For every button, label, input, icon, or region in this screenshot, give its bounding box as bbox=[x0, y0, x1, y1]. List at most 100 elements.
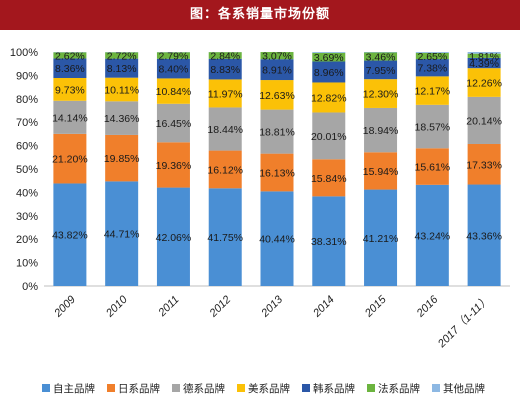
legend-swatch bbox=[302, 384, 310, 392]
bar-segment bbox=[260, 153, 294, 192]
x-tick-label: 2017（1-11） bbox=[434, 293, 492, 351]
data-label: 16.12% bbox=[207, 164, 243, 176]
x-axis: 2009 2010 2011 2012 2013 2014 2015 20162017（1-1… bbox=[52, 293, 493, 351]
y-tick-label: 50% bbox=[16, 164, 38, 176]
data-label: 42.06% bbox=[156, 232, 192, 244]
bar-segment bbox=[53, 77, 87, 101]
bar-segment bbox=[208, 107, 242, 151]
y-tick-label: 10% bbox=[16, 258, 38, 270]
bar-segment bbox=[260, 109, 294, 154]
data-label: 19.36% bbox=[156, 160, 192, 172]
data-label: 16.13% bbox=[259, 167, 295, 179]
bar-segment bbox=[156, 142, 190, 188]
bar-segment bbox=[105, 52, 139, 59]
bar-segment bbox=[364, 60, 398, 80]
data-labels: 43.82% 21.20% 14.14% 9.73% 8.36%2.62% 44.71% 1… bbox=[52, 50, 502, 248]
bar-segment bbox=[156, 78, 190, 104]
bars bbox=[53, 52, 501, 286]
data-label: 18.94% bbox=[363, 125, 399, 137]
bar-segment bbox=[105, 134, 139, 182]
y-axis: 0% 10% 20% 30% 40% 50% 60% 70% 80% 90% 100% bbox=[10, 47, 510, 293]
bar-segment bbox=[156, 187, 190, 286]
data-label: 14.36% bbox=[104, 113, 140, 125]
data-label: 7.95% bbox=[366, 65, 396, 77]
bar-segment bbox=[53, 133, 87, 184]
bar-segment bbox=[415, 52, 449, 53]
bar-segment bbox=[415, 76, 449, 105]
data-label: 20.01% bbox=[311, 131, 347, 143]
y-tick-label: 0% bbox=[22, 281, 38, 293]
bar-segment bbox=[312, 196, 346, 286]
data-label: 11.97% bbox=[208, 88, 243, 100]
legend-label: 德系品牌 bbox=[183, 382, 225, 395]
data-label: 10.11% bbox=[104, 84, 139, 96]
data-label: 40.44% bbox=[259, 234, 295, 246]
data-label: 8.96% bbox=[314, 67, 344, 79]
data-label: 1.81% bbox=[469, 51, 499, 63]
bar-segment bbox=[364, 152, 398, 190]
data-label: 2.79% bbox=[159, 50, 189, 62]
data-label: 14.14% bbox=[52, 112, 88, 124]
bar-segment bbox=[415, 184, 449, 286]
bar-segment bbox=[415, 104, 449, 149]
x-tick-label: 2011 bbox=[156, 294, 182, 320]
x-tick-label: 2015 bbox=[362, 293, 389, 320]
bar-segment bbox=[156, 103, 190, 143]
chart-title: 图：各系销量市场份额 bbox=[0, 0, 520, 30]
bar-segment bbox=[312, 82, 346, 113]
bar-segment bbox=[53, 183, 87, 286]
bar-segment bbox=[364, 79, 398, 108]
bar-segment bbox=[156, 58, 190, 79]
bar-segment bbox=[208, 188, 242, 286]
y-tick-label: 90% bbox=[16, 70, 38, 82]
legend-label: 自主品牌 bbox=[53, 382, 95, 395]
bar-segment bbox=[467, 96, 501, 144]
data-label: 2.62% bbox=[55, 50, 85, 62]
bar-segment bbox=[467, 143, 501, 185]
y-tick-label: 70% bbox=[16, 117, 38, 129]
bar-segment bbox=[53, 58, 87, 78]
bar-segment bbox=[312, 52, 346, 53]
legend-label: 韩系品牌 bbox=[313, 382, 355, 395]
y-tick-label: 100% bbox=[10, 47, 38, 59]
bar-segment bbox=[105, 77, 139, 102]
legend-swatch bbox=[42, 384, 50, 392]
data-label: 12.82% bbox=[311, 92, 347, 104]
y-tick-label: 80% bbox=[16, 94, 38, 106]
data-label: 18.57% bbox=[415, 122, 451, 134]
bar-segment bbox=[260, 59, 294, 81]
bar-segment bbox=[53, 52, 87, 59]
bar-segment bbox=[364, 189, 398, 286]
legend: 自主品牌 日系品牌 德系品牌 美系品牌 韩系品牌 法系品牌 其他品牌 bbox=[42, 382, 485, 395]
y-tick-label: 30% bbox=[16, 211, 38, 223]
data-label: 44.71% bbox=[104, 229, 140, 241]
bar-segment bbox=[415, 52, 449, 60]
data-label: 15.84% bbox=[311, 173, 347, 185]
legend-swatch bbox=[172, 384, 180, 392]
y-tick-label: 20% bbox=[16, 234, 38, 246]
bar-segment bbox=[312, 61, 346, 83]
data-label: 7.38% bbox=[417, 63, 447, 75]
bar-segment bbox=[467, 53, 501, 58]
data-label: 38.31% bbox=[311, 236, 347, 248]
data-label: 18.81% bbox=[259, 127, 295, 139]
data-label: 4.39% bbox=[469, 58, 499, 70]
x-tick-label: 2010 bbox=[103, 293, 130, 320]
data-label: 3.46% bbox=[366, 52, 396, 64]
data-label: 12.63% bbox=[259, 90, 295, 102]
data-label: 3.69% bbox=[314, 52, 344, 64]
legend-label: 美系品牌 bbox=[248, 382, 290, 395]
legend-swatch bbox=[432, 384, 440, 392]
bar-segment bbox=[312, 52, 346, 62]
data-label: 17.33% bbox=[466, 159, 502, 171]
bar-segment bbox=[260, 191, 294, 286]
data-label: 43.82% bbox=[52, 230, 88, 242]
x-tick-label: 2012 bbox=[207, 294, 234, 321]
bar-segment bbox=[208, 79, 242, 108]
data-label: 10.84% bbox=[156, 86, 192, 98]
data-label: 8.36% bbox=[55, 63, 85, 75]
bar-segment bbox=[415, 59, 449, 77]
bar-segment bbox=[415, 148, 449, 185]
bar-segment bbox=[260, 52, 294, 60]
data-label: 12.17% bbox=[415, 86, 451, 98]
